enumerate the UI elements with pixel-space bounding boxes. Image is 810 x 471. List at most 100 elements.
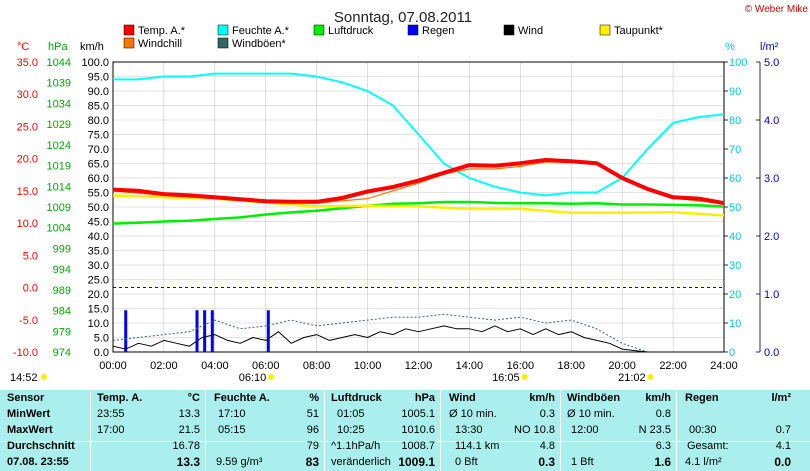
rain-current-value: 0.0 [774, 455, 791, 469]
pressure-min-value: 1005.1 [401, 408, 435, 420]
legend-swatch [217, 24, 229, 36]
temp-tick-label: 25.0 [17, 121, 38, 133]
rain-tick-label: 2.0 [764, 231, 779, 243]
wind-column: Wind km/h Ø 10 min. 0.3 13:30 NO 10.8 11… [440, 390, 561, 471]
legend-label: Wind [518, 25, 543, 37]
temp-column: Temp. A. °C 23:55 13.3 17:00 21.5 16.78 … [90, 390, 206, 471]
gust-column: Windböen km/h Ø 10 min. 0.8 12:00 N 23.5… [560, 390, 677, 471]
wind-tick-label: 90.0 [88, 86, 109, 98]
pressure-tick-label: 1009 [47, 202, 71, 214]
temp-avg-value: 16.78 [172, 440, 200, 452]
rain-tick-label: 1.0 [764, 289, 779, 301]
rain-total-value: 4.1 [775, 440, 791, 452]
humidity-max-time: 05:15 [218, 424, 246, 436]
copyright-label: © Weber Mike [745, 4, 809, 15]
humidity-tick-label: 80 [729, 115, 741, 127]
gust-header: Windböen [567, 392, 621, 404]
wind-header: Wind [449, 392, 476, 404]
wind-tick-label: 85.0 [88, 101, 109, 113]
rain-bar [124, 310, 128, 352]
humidity-tick-label: 0 [729, 347, 735, 359]
temp-tick-label: 20.0 [17, 154, 38, 166]
humidity-tick-label: 10 [729, 318, 741, 330]
time-marker-label: 14:52 [10, 372, 38, 384]
gust-min-value: 0.8 [655, 408, 671, 420]
pressure-trend: ^1.1hPa/h [331, 440, 381, 452]
table-separator [0, 441, 810, 442]
humidity-max-value: 96 [306, 424, 319, 436]
row-label-current: 07.08. 23:55 [7, 456, 69, 468]
temp-unit: °C [187, 392, 200, 404]
rain-total-label: Gesamt: [687, 440, 729, 452]
humidity-tick-label: 70 [729, 144, 741, 156]
statistics-table: Sensor MinWert MaxWert Durchschnitt 07.0… [0, 390, 810, 471]
legend-swatch [503, 24, 515, 36]
wind-tick-label: 40.0 [88, 231, 109, 243]
x-tick-label: 18:00 [557, 360, 585, 372]
rain-tick-label: 3.0 [764, 173, 779, 185]
pressure-current-value: 1009.1 [398, 455, 435, 469]
x-tick-label: 22:00 [659, 360, 687, 372]
wind-tick-label: 80.0 [88, 115, 109, 127]
legend-item: Temp. A.* [123, 24, 186, 37]
plot-area [112, 61, 725, 353]
humidity-tick-label: 40 [729, 231, 741, 243]
x-tick-label: 00:00 [99, 360, 127, 372]
series-line [112, 325, 724, 353]
wind-tick-label: 100.0 [81, 57, 109, 69]
x-tick-label: 08:00 [303, 360, 331, 372]
pressure-tick-label: 1039 [47, 78, 71, 90]
legend-label: Feuchte A.* [232, 25, 290, 37]
x-tick-label: 14:00 [456, 360, 484, 372]
legend-swatch [407, 24, 419, 36]
time-marker-label: 21:02 [618, 372, 646, 384]
pressure-tick-label: 1019 [47, 161, 71, 173]
x-tick-label: 04:00 [201, 360, 229, 372]
rain-column: Regen l/m² 00:30 0.7 Gesamt: 4.1 4.1 l/m… [676, 390, 797, 471]
series-line [112, 200, 725, 225]
rain-bar [203, 310, 207, 352]
wind-tick-label: 30.0 [88, 260, 109, 272]
temp-tick-label: 10.0 [17, 218, 38, 230]
legend-label: Taupunkt* [614, 25, 664, 37]
time-marker-dot [647, 374, 654, 380]
pressure-header: Luftdruck [331, 392, 382, 404]
temp-header: Temp. A. [97, 392, 143, 404]
rain-tick-label: 0.0 [764, 347, 779, 359]
rain-header: Regen [685, 392, 719, 404]
chart-title: Sonntag, 07.08.2011 [334, 9, 472, 26]
pressure-column: Luftdruck hPa 01:05 1005.1 10:25 1010.6 … [324, 390, 441, 471]
temp-min-value: 13.3 [178, 408, 200, 420]
wind-tick-label: 25.0 [88, 275, 109, 287]
pressure-tick-label: 1004 [47, 223, 71, 235]
rain-day-total: 4.1 l/m² [685, 456, 722, 468]
wind-tick-label: 20.0 [88, 289, 109, 301]
wind-tick-label: 45.0 [88, 217, 109, 229]
temp-min-time: 23:55 [97, 408, 125, 420]
rain-max-time: 00:30 [689, 424, 717, 436]
pressure-max-time: 10:25 [337, 424, 365, 436]
pressure-tick-label: 1024 [47, 140, 71, 152]
legend-item: Windböen* [217, 37, 287, 50]
humidity-tick-label: 50 [729, 202, 741, 214]
legend-item: Taupunkt* [599, 24, 664, 37]
legend-swatch [123, 37, 135, 49]
humidity-unit: % [309, 392, 319, 404]
wind-max-time: 13:30 [455, 424, 483, 436]
weather-chart: Sonntag, 07.08.2011 © Weber Mike Temp. A… [10, 4, 809, 384]
wind-tick-label: 75.0 [88, 130, 109, 142]
humidity-axis-unit: % [725, 41, 735, 53]
pressure-tick-label: 989 [53, 285, 71, 297]
legend-swatch [599, 24, 611, 36]
sensor-column: Sensor MinWert MaxWert Durchschnitt 07.0… [0, 390, 90, 471]
wind-tick-label: 5.0 [94, 333, 109, 345]
chart-legend: Temp. A.* Feuchte A.* Luftdruck Regen Wind Ta… [123, 24, 664, 50]
wind-tick-label: 15.0 [88, 304, 109, 316]
legend-item: Regen [407, 24, 454, 37]
pressure-tick-label: 1034 [47, 98, 71, 110]
row-label-max: MaxWert [7, 424, 53, 436]
legend-label: Windböen* [232, 38, 287, 50]
temp-tick-label: 5.0 [23, 250, 38, 262]
series-line [112, 313, 724, 353]
humidity-min-value: 51 [306, 408, 319, 420]
